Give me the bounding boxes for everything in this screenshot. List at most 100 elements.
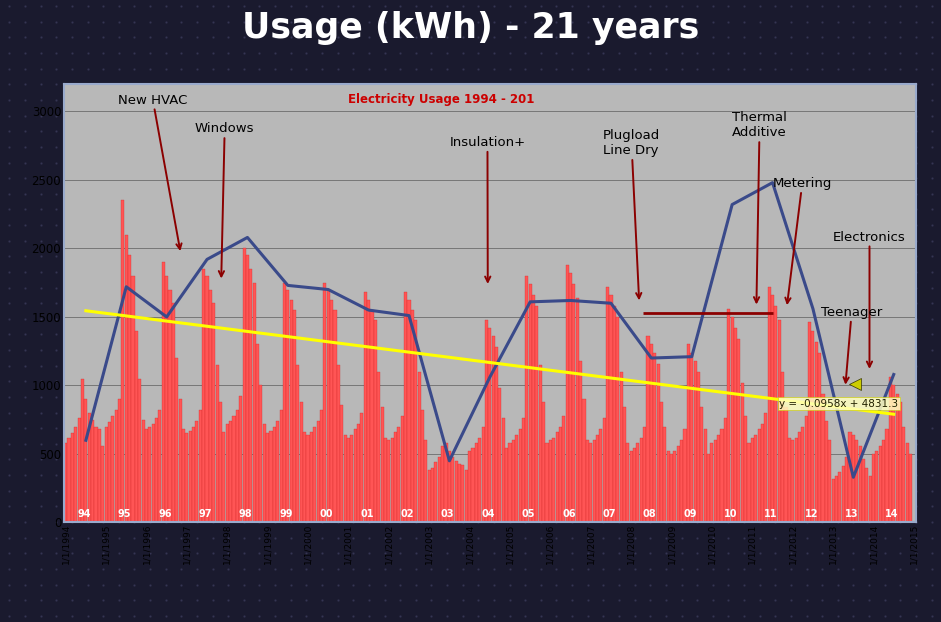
Bar [438,457,440,522]
Point [768,142,783,152]
Point [189,1,204,11]
Point [80,173,95,183]
Point [96,220,111,230]
Point [721,1,736,11]
Point [205,298,220,308]
Point [64,267,79,277]
Point [612,376,627,386]
Point [423,345,439,355]
Point [470,17,486,27]
Point [18,423,33,433]
Point [659,236,674,246]
Point [737,251,752,261]
Point [627,189,642,199]
Point [64,376,79,386]
Point [423,80,439,90]
Point [690,220,705,230]
Point [893,376,908,386]
Point [283,345,298,355]
Point [768,580,783,590]
Bar [549,440,552,522]
Point [627,501,642,511]
Point [470,1,486,11]
Bar [273,427,276,522]
Point [752,32,767,42]
Point [80,126,95,136]
Point [924,64,939,74]
Point [236,111,251,121]
Point [612,80,627,90]
Bar [599,429,602,522]
Point [314,595,329,605]
Point [752,595,767,605]
Point [96,330,111,340]
Point [690,251,705,261]
Point [2,532,17,542]
Point [486,580,502,590]
Point [612,595,627,605]
Point [721,142,736,152]
Point [174,376,189,386]
Point [799,314,814,324]
Point [815,236,830,246]
Point [799,157,814,167]
Point [205,470,220,480]
Point [267,439,282,449]
Point [252,126,267,136]
Point [330,330,345,340]
Point [189,345,204,355]
Point [908,205,923,215]
Point [862,80,877,90]
Point [768,423,783,433]
Point [486,282,502,292]
Bar [132,276,135,522]
Point [314,361,329,371]
Point [924,376,939,386]
Bar [741,383,743,522]
Point [705,392,720,402]
Point [862,298,877,308]
Point [439,205,455,215]
Point [659,423,674,433]
Point [423,1,439,11]
Point [96,517,111,527]
Point [142,1,157,11]
Point [2,205,17,215]
Point [830,580,845,590]
Point [768,564,783,574]
Point [33,345,48,355]
Point [627,64,642,74]
Point [2,345,17,355]
Point [862,548,877,558]
Bar [357,424,360,522]
Point [189,236,204,246]
Point [330,95,345,105]
Point [49,501,64,511]
Point [330,407,345,417]
Point [330,32,345,42]
Point [705,64,720,74]
Point [752,95,767,105]
Point [643,532,658,542]
Bar [162,262,165,522]
Point [924,17,939,27]
Point [2,580,17,590]
Point [674,64,689,74]
Point [205,189,220,199]
Point [627,111,642,121]
Point [784,282,799,292]
Point [361,392,376,402]
Point [815,32,830,42]
Point [815,95,830,105]
Point [768,1,783,11]
Point [127,95,142,105]
Point [330,548,345,558]
Point [283,517,298,527]
Point [705,532,720,542]
Bar [141,420,145,522]
Point [345,361,360,371]
Point [581,298,596,308]
Point [252,376,267,386]
Point [283,236,298,246]
Point [236,455,251,465]
